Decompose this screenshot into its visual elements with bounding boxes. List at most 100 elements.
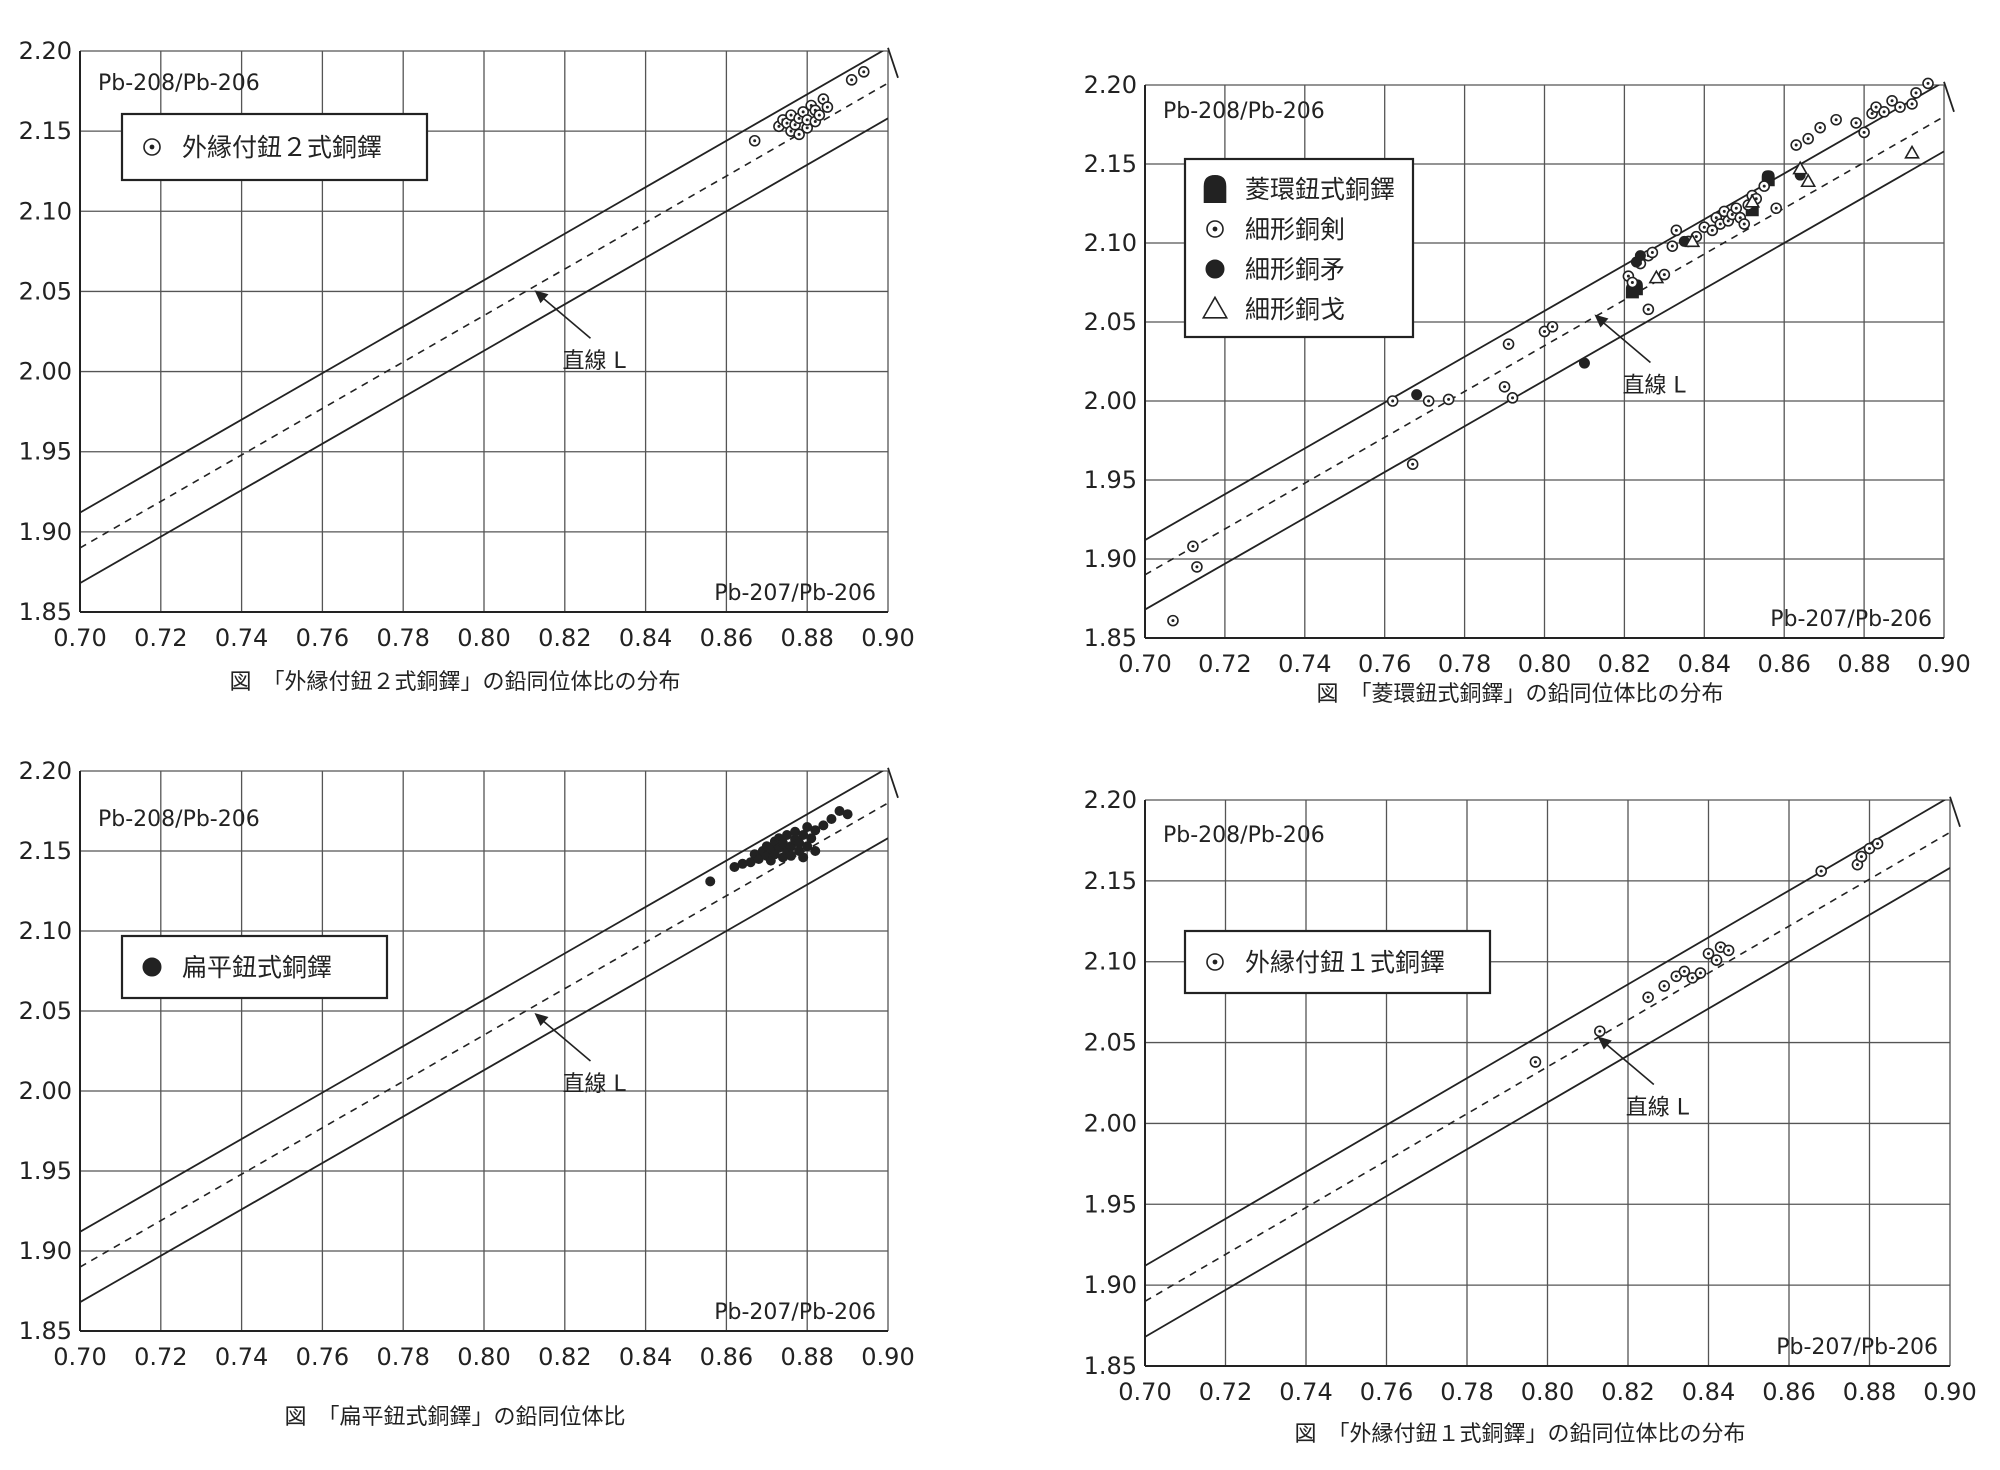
legend-marker-4	[1201, 295, 1229, 319]
charts-group: 0.70 0.72 0.74 0.76 0.78 0.80 0.82 0.84 0.86 0.88…	[19, 37, 1977, 1447]
y-tick-label-5: 2.10	[1084, 229, 1137, 257]
legend-box	[120, 934, 389, 1000]
x-axis-label: Pb-207/Pb-206	[714, 581, 876, 606]
data-point-1-19	[845, 74, 858, 86]
series-1	[705, 806, 853, 887]
grid-lines	[79, 770, 889, 1332]
data-point-2-1	[1167, 614, 1179, 627]
band-lower-line	[80, 837, 888, 1303]
data-points	[1167, 77, 1934, 627]
data-point-1-9	[793, 128, 805, 141]
y-tick-label-1: 1.90	[1084, 545, 1137, 573]
data-point-1-32	[810, 846, 821, 856]
y-tick-label-4: 2.05	[19, 997, 72, 1025]
x-tick-label-2: 0.74	[1279, 1378, 1332, 1406]
annotation-arrow-shaft	[537, 293, 591, 339]
data-point-2-47	[1878, 106, 1890, 118]
annotation-arrowhead	[534, 1013, 549, 1026]
data-point-1-1	[705, 876, 716, 887]
x-tick-label-1: 0.72	[1199, 1378, 1252, 1406]
legend-box	[120, 112, 429, 182]
x-tick-label-4: 0.78	[1440, 1378, 1493, 1406]
data-point-2-43	[1850, 117, 1862, 129]
x-tick-label-7: 0.84	[1682, 1378, 1735, 1406]
y-tick-label-4: 2.05	[19, 277, 72, 305]
y-tick-label-6: 2.15	[1084, 867, 1137, 895]
data-point-2-49	[1894, 101, 1906, 113]
y-tick-label-1: 1.90	[19, 518, 72, 546]
y-tick-label-4: 2.05	[1084, 1029, 1137, 1057]
x-tick-label-5: 0.80	[457, 624, 510, 652]
data-point-2-51	[1910, 87, 1922, 99]
data-point-2-52	[1922, 77, 1934, 90]
series-3	[1411, 169, 1806, 401]
band-end-cap	[887, 47, 899, 79]
legend: 扁平鈕式銅鐸	[120, 934, 389, 1000]
data-point-1-9	[1702, 947, 1715, 960]
x-tick-label-3: 0.76	[1358, 650, 1411, 678]
data-point-1-12	[1722, 944, 1735, 957]
y-axis-label: Pb-208/Pb-206	[1163, 99, 1325, 124]
x-tick-label-5: 0.80	[1518, 650, 1571, 678]
x-tick-label-2: 0.74	[215, 624, 268, 652]
legend-marker-1	[142, 957, 162, 977]
annotation-arrowhead	[1597, 1036, 1612, 1050]
data-point-2-38	[1770, 202, 1783, 215]
y-tick-label-6: 2.15	[19, 837, 72, 865]
y-tick-label-7: 2.20	[19, 37, 72, 65]
legend-marker-1	[1203, 174, 1227, 203]
figure-caption: 図 「菱環鈕式銅鐸」の鉛同位体比の分布	[1316, 682, 1723, 707]
x-tick-label-4: 0.78	[1438, 650, 1491, 678]
x-tick-label-10: 0.90	[861, 624, 914, 652]
data-point-1-21	[786, 850, 797, 861]
data-point-1-17	[1871, 837, 1884, 850]
y-tick-label-3: 2.00	[1084, 387, 1137, 415]
legend-label-1: 外縁付鈕１式銅鐸	[1245, 948, 1445, 977]
x-tick-label-7: 0.84	[619, 1343, 672, 1371]
data-point-2-10	[1506, 392, 1519, 404]
annotation-arrowhead	[1594, 314, 1609, 328]
band-end-cap	[1949, 796, 1961, 828]
x-tick-label-8: 0.86	[700, 1343, 753, 1371]
data-point-1-27	[798, 852, 809, 863]
x-tick-label-8: 0.86	[700, 624, 753, 652]
line-L-label: 直線 L	[562, 1072, 626, 1097]
series-4	[1648, 144, 1920, 284]
data-point-1-34	[826, 814, 837, 824]
line-L-annotation: 直線 L	[534, 1013, 626, 1097]
data-point-2-44	[1858, 126, 1870, 139]
band-upper-line	[80, 51, 885, 514]
line-L-label: 直線 L	[562, 349, 626, 374]
legend-label-2: 細形銅剣	[1245, 215, 1345, 244]
data-point-4-6	[1904, 144, 1920, 159]
x-tick-label-2: 0.74	[215, 1343, 268, 1371]
data-point-2-9	[1502, 338, 1515, 350]
data-point-1-31	[810, 825, 821, 836]
chart-panel-2: 0.70 0.72 0.74 0.76 0.78 0.80 0.82 0.84 0.86 0.88…	[1084, 71, 1971, 707]
reference-lines	[80, 771, 888, 1303]
series-1	[1529, 837, 1884, 1068]
y-tick-label-2: 1.95	[1084, 1190, 1137, 1218]
data-point-3-4	[1634, 250, 1646, 262]
x-tick-label-4: 0.78	[376, 1343, 429, 1371]
line-L-annotation: 直線 L	[534, 290, 626, 374]
data-point-2-3	[1191, 561, 1203, 573]
data-point-1-3	[737, 858, 748, 869]
x-tick-label-7: 0.84	[619, 624, 672, 652]
x-tick-label-5: 0.80	[457, 1343, 510, 1371]
chart-panel-1: 0.70 0.72 0.74 0.76 0.78 0.80 0.82 0.84 0.86 0.88…	[19, 37, 915, 695]
data-points	[705, 806, 853, 887]
data-point-2-41	[1814, 121, 1826, 134]
figure-caption: 図 「外縁付鈕２式銅鐸」の鉛同位体比の分布	[229, 670, 680, 695]
y-tick-label-2: 1.95	[19, 1157, 72, 1185]
annotation-arrow-shaft	[537, 1016, 591, 1062]
x-tick-label-8: 0.86	[1762, 1378, 1815, 1406]
band-lower-line	[1145, 150, 1944, 611]
y-tick-label-7: 2.20	[19, 757, 72, 785]
line-L-label: 直線 L	[1626, 1095, 1690, 1120]
legend-marker-2	[1206, 220, 1224, 238]
data-point-4-4	[1792, 160, 1809, 175]
band-lower-line	[80, 117, 888, 584]
y-axis-label: Pb-208/Pb-206	[1163, 823, 1325, 848]
data-point-3-2	[1578, 357, 1590, 369]
